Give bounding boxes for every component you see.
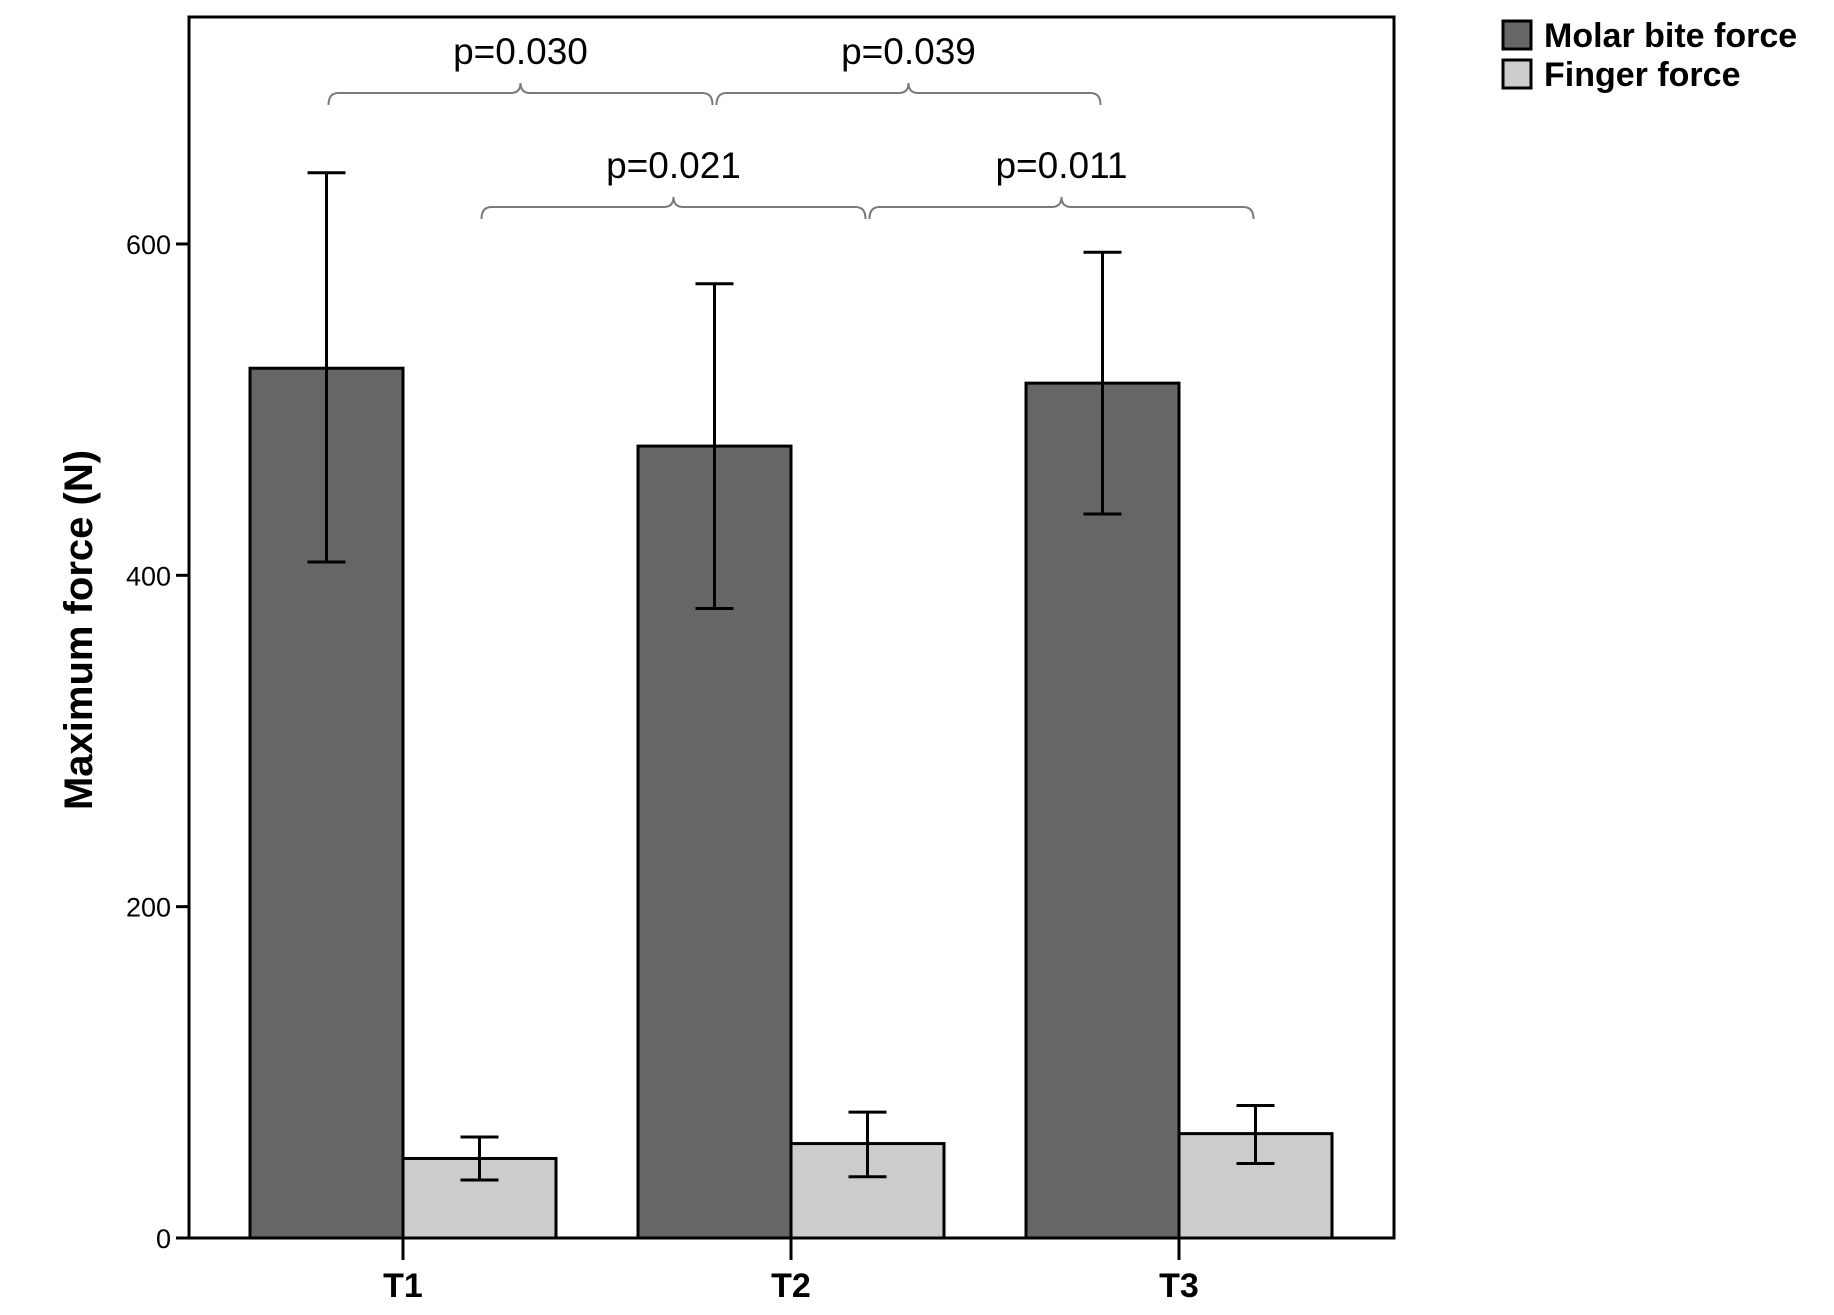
y-tick-label: 0 (156, 1224, 171, 1254)
significance-brace (715, 82, 1102, 106)
p-value-label: p=0.039 (841, 31, 976, 72)
legend-swatch (1501, 19, 1533, 51)
legend-swatch (1501, 58, 1533, 90)
significance-brace (480, 196, 867, 220)
y-tick-label: 400 (126, 561, 171, 591)
y-axis-label: Maximum force (N) (57, 450, 101, 810)
p-value-label: p=0.030 (453, 31, 588, 72)
p-value-label: p=0.021 (606, 145, 741, 186)
significance-brace (327, 82, 714, 106)
bar (1024, 381, 1181, 1240)
legend-label: Molar bite force (1544, 17, 1797, 55)
p-value-label: p=0.011 (995, 145, 1127, 186)
x-tick-label: T3 (1159, 1267, 1199, 1305)
legend-label: Finger force (1544, 56, 1740, 94)
y-tick-label: 600 (126, 230, 171, 260)
y-tick-label: 200 (126, 893, 171, 923)
significance-brace (868, 196, 1255, 220)
bar (401, 1156, 558, 1240)
x-tick-label: T1 (383, 1267, 423, 1305)
x-tick-label: T2 (771, 1267, 811, 1305)
